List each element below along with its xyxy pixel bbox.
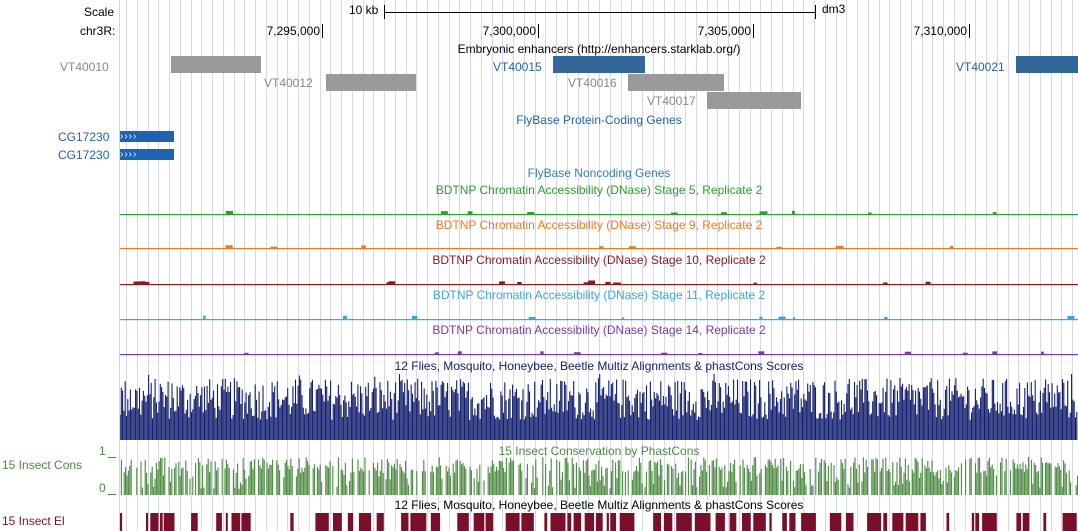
dnase-track-title[interactable]: BDTNP Chromatin Accessibility (DNase) St… (432, 253, 766, 267)
enhancer-feature[interactable] (628, 74, 724, 91)
dnase-track-title[interactable]: BDTNP Chromatin Accessibility (DNase) St… (432, 288, 766, 302)
protein-coding-track-title[interactable]: FlyBase Protein-Coding Genes (516, 113, 682, 127)
phastcons-side-label[interactable]: 15 Insect Cons (2, 458, 83, 472)
gene-label[interactable]: CG17230 (58, 130, 110, 144)
multiz-track-title[interactable]: 12 Flies, Mosquito, Honeybee, Beetle Mul… (394, 359, 804, 373)
scale-bar-left-tick (384, 5, 385, 19)
gene-feature[interactable]: ›››› (120, 131, 174, 142)
enhancer-label[interactable]: VT40017 (647, 94, 696, 108)
dnase-track-title[interactable]: BDTNP Chromatin Accessibility (DNase) St… (432, 323, 766, 337)
enhancer-feature[interactable] (707, 92, 801, 109)
phastcons-axis-max: 1 (99, 444, 106, 458)
dnase-signal-stage14[interactable] (120, 342, 1078, 356)
enhancer-label[interactable]: VT40010 (60, 60, 109, 74)
dnase-signal-stage11[interactable] (120, 307, 1078, 321)
phastcons-track-title[interactable]: 15 Insect Conservation by PhastCons (498, 444, 700, 458)
enhancer-label[interactable]: VT40012 (264, 76, 313, 90)
position-label: 7,305,000 (697, 24, 751, 38)
dnase-track-title[interactable]: BDTNP Chromatin Accessibility (DNase) St… (435, 183, 763, 197)
position-tick (538, 24, 539, 38)
position-label: 7,310,000 (913, 24, 967, 38)
enhancer-feature[interactable] (553, 56, 645, 73)
enhancer-feature[interactable] (171, 56, 261, 73)
noncoding-track-title[interactable]: FlyBase Noncoding Genes (527, 166, 671, 180)
conserved-elements-signal[interactable] (120, 513, 1078, 531)
phastcons-axis-min: 0 (99, 481, 106, 495)
position-label: 7,300,000 (482, 24, 536, 38)
phastcons-axis-min-tick (108, 494, 116, 495)
dnase-signal-stage9[interactable] (120, 236, 1078, 250)
scale-label: Scale (84, 5, 115, 19)
enhancer-label[interactable]: VT40021 (956, 60, 1005, 74)
enhancer-feature[interactable] (1016, 56, 1078, 73)
strand-arrows-icon: ›››› (120, 149, 138, 160)
gene-label[interactable]: CG17230 (58, 148, 110, 162)
scale-bar (384, 12, 816, 13)
dnase-track-title[interactable]: BDTNP Chromatin Accessibility (DNase) St… (435, 218, 763, 232)
scale-bar-right-tick (815, 5, 816, 19)
phastcons-conservation-signal[interactable] (120, 457, 1078, 495)
multiz-conservation-signal[interactable] (120, 372, 1078, 440)
left-margin-divider (119, 0, 120, 531)
dnase-signal-stage10[interactable] (120, 272, 1078, 286)
elements-track-title[interactable]: 12 Flies, Mosquito, Honeybee, Beetle Mul… (394, 498, 804, 512)
position-tick (753, 24, 754, 38)
phastcons-axis-max-tick (108, 457, 116, 458)
gene-feature[interactable]: ›››› (120, 149, 174, 160)
strand-arrows-icon: ›››› (120, 131, 138, 142)
position-tick (322, 24, 323, 38)
enhancers-track-title[interactable]: Embryonic enhancers (http://enhancers.st… (457, 42, 741, 56)
position-tick (969, 24, 970, 38)
dnase-signal-stage5[interactable] (120, 200, 1078, 216)
scale-value: 10 kb (349, 3, 379, 17)
enhancer-label[interactable]: VT40015 (493, 60, 542, 74)
enhancer-label[interactable]: VT40016 (568, 76, 617, 90)
enhancer-feature[interactable] (326, 74, 416, 91)
chrom-label: chr3R: (80, 24, 116, 38)
position-label: 7,295,000 (266, 24, 320, 38)
assembly-label: dm3 (822, 2, 846, 16)
elements-side-label[interactable]: 15 Insect El (2, 514, 65, 528)
